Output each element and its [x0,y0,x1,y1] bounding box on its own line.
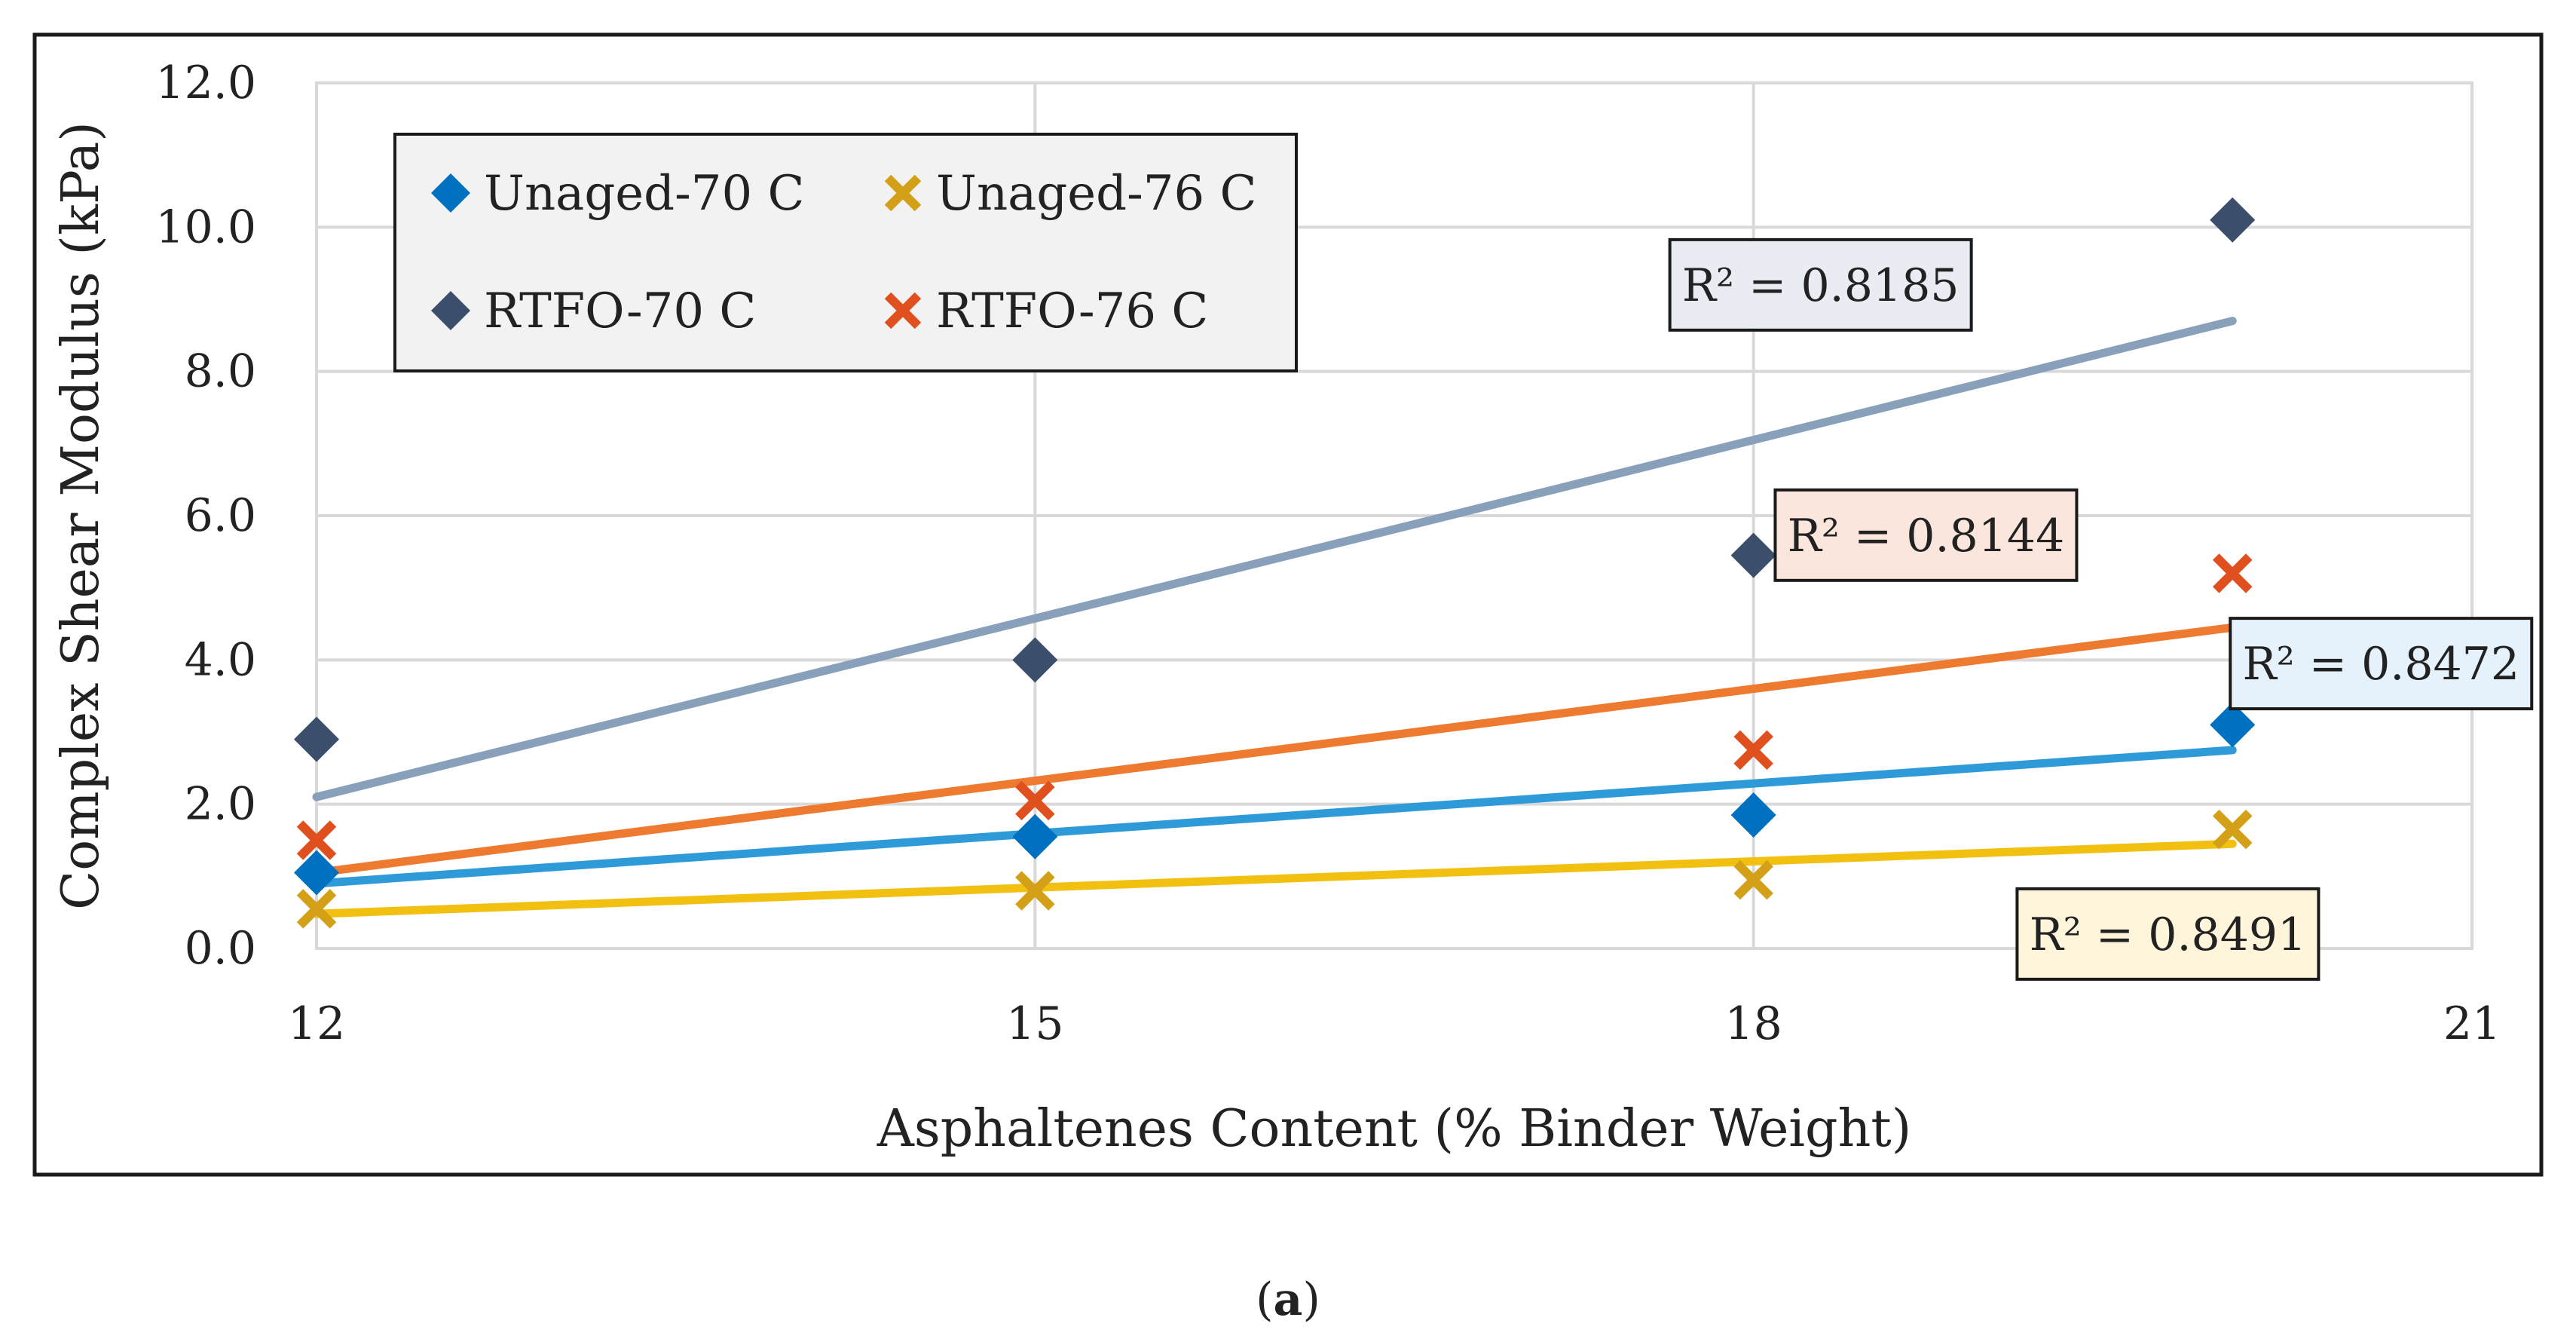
point-rtfo-70-c [1730,532,1776,578]
legend-item-unaged-70-c: Unaged-70 C [431,166,805,222]
r2-label-box [2229,617,2534,711]
trendline-rtfo-76-c [312,623,2237,878]
point-rtfo-70-c [294,716,339,762]
point-unaged-70-c [1730,792,1776,838]
r2-label-rtfo-76-c: R² = 0.8144 [1773,488,2079,582]
r2-label-text: R² = 0.8144 [1788,510,2065,562]
r2-label-unaged-70-c: R² = 0.8472 [2229,617,2534,711]
point-rtfo-70-c [2210,197,2256,243]
point-rtfo-76-c [1733,730,1773,771]
point-rtfo-76-c [1015,780,1055,821]
point-rtfo-76-c [296,820,337,860]
r2-label-text: R² = 0.8185 [1682,259,1960,312]
trendline-unaged-70-c [312,746,2237,888]
caption-letter: a [1274,1273,1303,1326]
legend-box [393,133,1298,372]
point-rtfo-76-c [2212,553,2253,593]
y-tick-label: 4.0 [185,633,256,686]
r2-label-box [2015,887,2321,981]
point-unaged-70-c [2210,702,2256,748]
r2-label-unaged-76-c: R² = 0.8491 [2015,887,2321,981]
figure-caption: (a) [1256,1273,1320,1326]
r2-label-rtfo-70-c: R² = 0.8185 [1668,237,1973,332]
legend-symbol-diamond [431,173,470,213]
y-tick-label: 8.0 [185,345,256,398]
x-axis: 12 15 18 21 [288,997,2501,1050]
legend-item-rtfo-76-c: RTFO-76 C [884,283,1208,339]
r-squared-labels: R² = 0.8472 R² = 0.8491 R² = 0.8185 R² = 0.… [1668,237,2534,981]
legend-label: RTFO-76 C [936,283,1208,339]
r2-label-text: R² = 0.8472 [2242,638,2519,691]
legend-item-rtfo-70-c: RTFO-70 C [431,283,756,339]
point-unaged-76-c [296,889,337,929]
legend-label: Unaged-76 C [936,166,1257,222]
legend-symbol-cross [884,292,922,329]
caption-close-paren: ) [1302,1273,1320,1326]
legend-symbol-cross [884,174,922,212]
point-unaged-76-c [2212,809,2253,850]
data-markers [294,197,2256,929]
y-axis: 0.0 2.0 4.0 6.0 8.0 10.0 12.0 [155,57,256,975]
x-tick-label: 21 [2443,997,2501,1050]
x-tick-label: 15 [1006,997,1063,1050]
x-tick-label: 18 [1724,997,1782,1050]
y-tick-label: 6.0 [185,489,256,542]
point-unaged-70-c [294,850,339,896]
point-rtfo-70-c [1012,637,1058,683]
trendline-rtfo-70-c [312,317,2237,801]
point-unaged-70-c [1012,813,1058,859]
point-unaged-76-c [1733,859,1773,900]
r2-label-text: R² = 0.8491 [2030,908,2307,961]
y-tick-label: 2.0 [185,778,256,831]
y-tick-label: 0.0 [185,922,256,975]
y-axis-title: Complex Shear Modulus (kPa) [51,121,111,910]
x-axis-title: Asphaltenes Content (% Binder Weight) [877,1099,1911,1159]
r2-label-box [1668,237,1973,332]
caption-open-paren: ( [1256,1273,1273,1326]
legend: Unaged-70 C Unaged-76 C RTFO-70 C RTFO-76 C [393,133,1298,372]
plot-area-border [315,81,2474,950]
legend-label: Unaged-70 C [484,166,805,222]
legend-symbol-diamond [431,291,470,330]
legend-label: RTFO-70 C [484,283,756,339]
r2-label-box [1773,488,2079,582]
point-unaged-76-c [1015,871,1055,911]
x-tick-label: 12 [288,997,345,1050]
y-tick-label: 10.0 [155,201,256,253]
trendline-unaged-76-c [312,839,2237,918]
legend-item-unaged-76-c: Unaged-76 C [884,166,1257,222]
trendlines [312,317,2237,918]
y-tick-label: 12.0 [155,57,256,109]
